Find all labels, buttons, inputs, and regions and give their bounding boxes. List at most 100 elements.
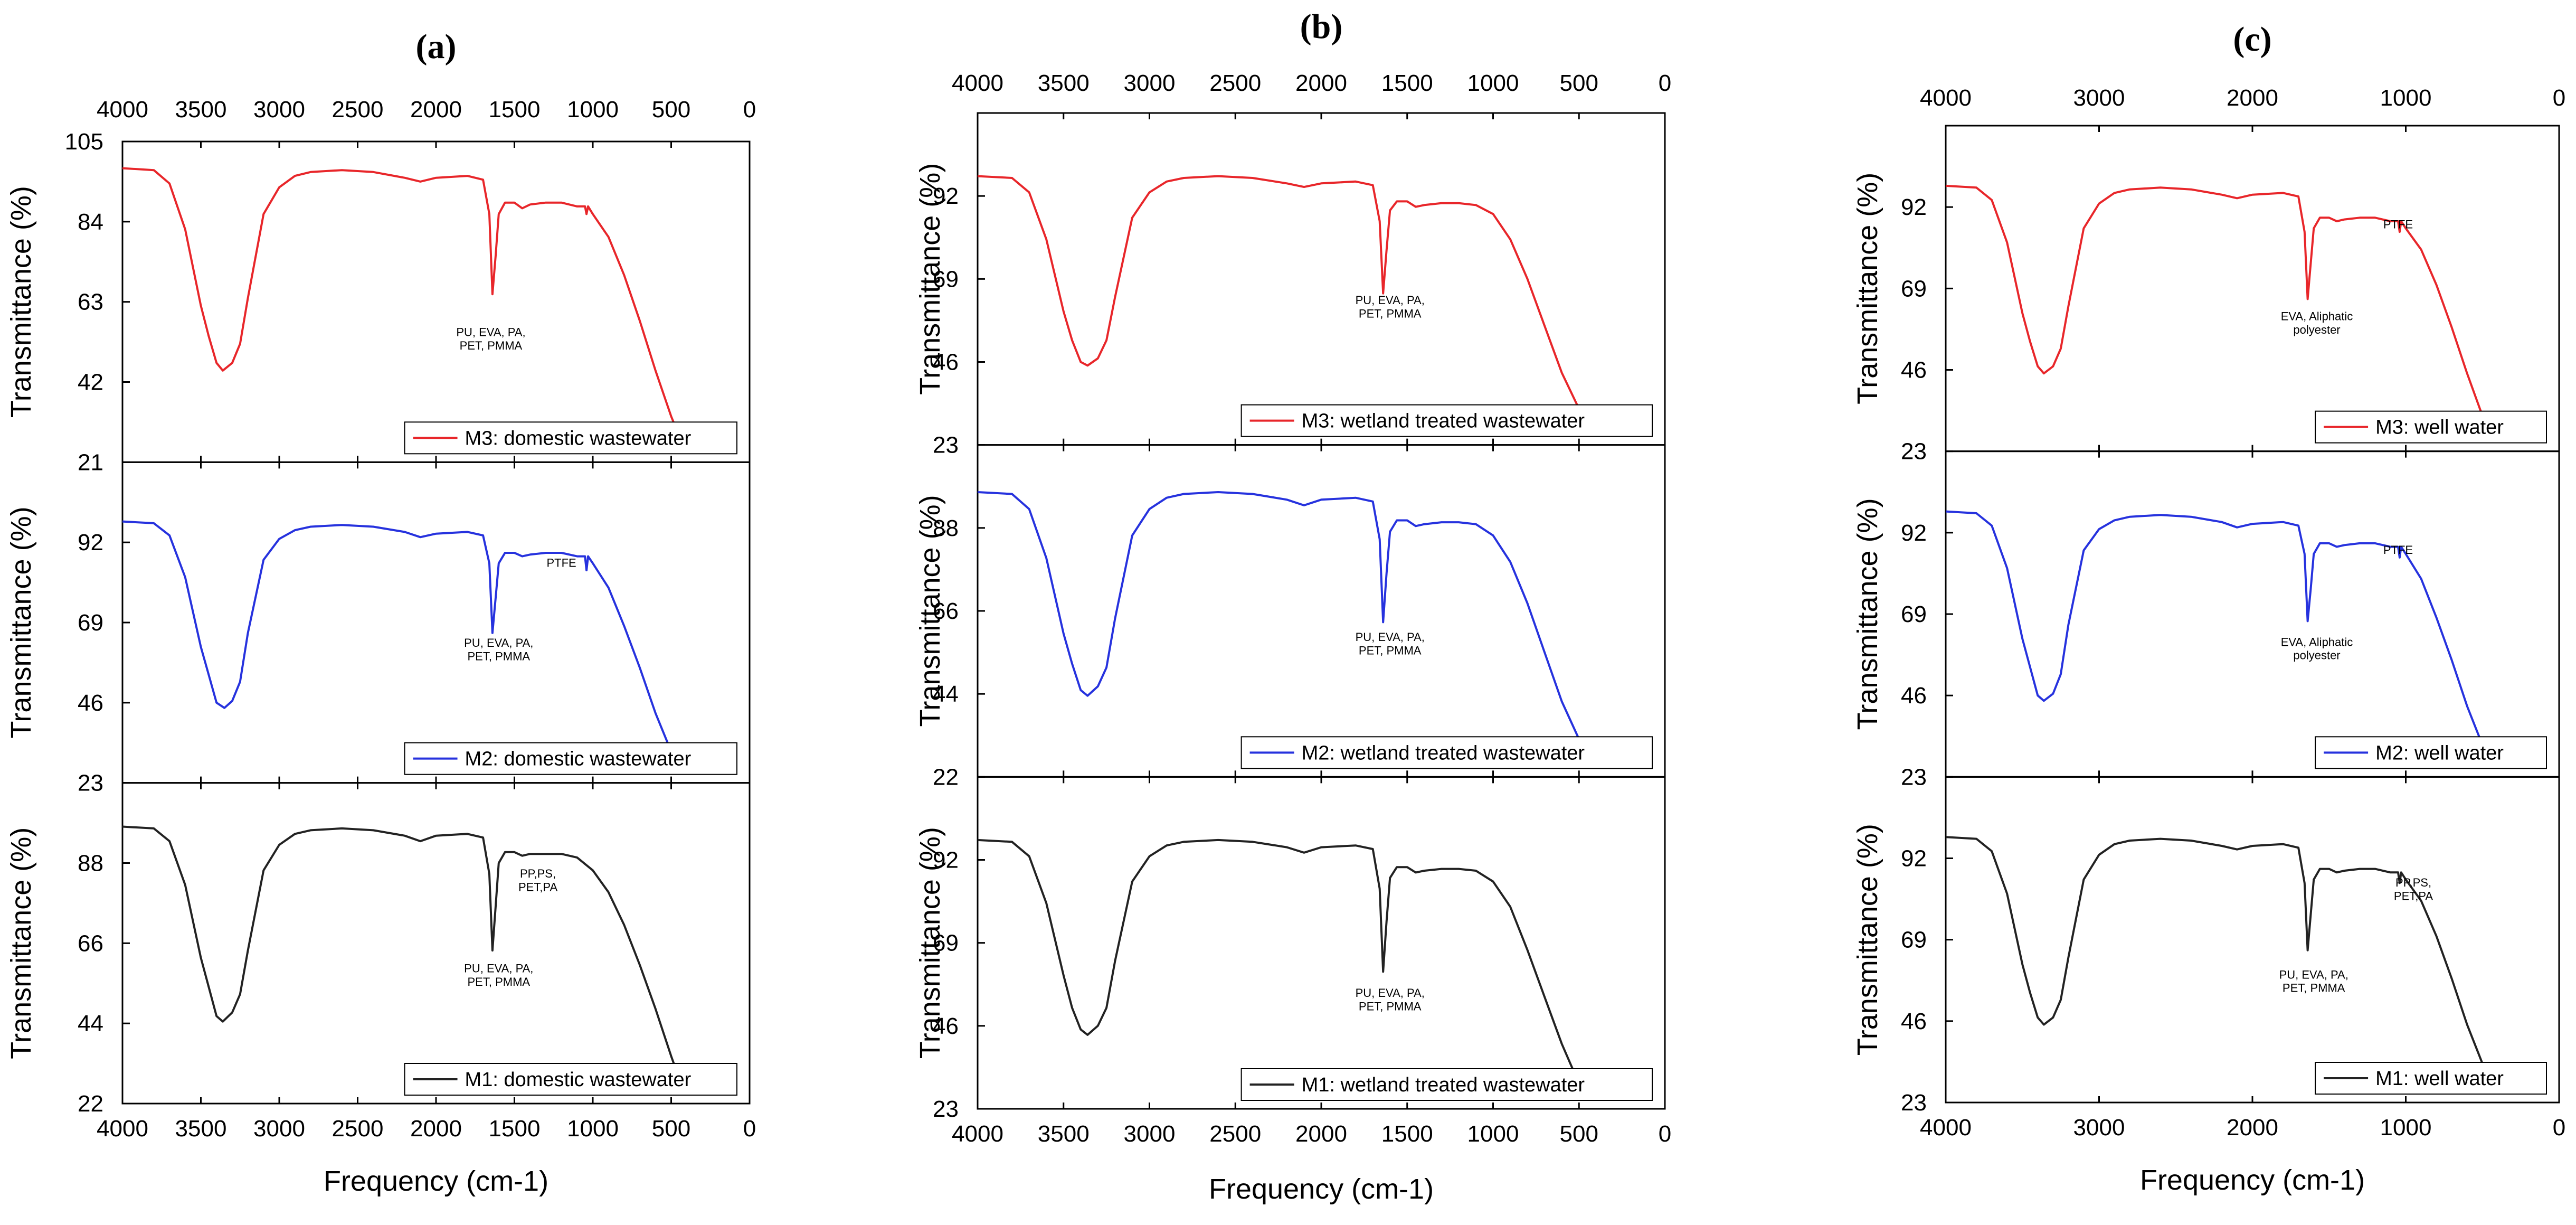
x-tick-label-bottom: 0	[1659, 1121, 1671, 1147]
x-tick-label-top: 2500	[332, 97, 384, 123]
y-axis-label: Transmittance (%)	[1852, 498, 1883, 730]
legend-label: M3: well water	[2375, 417, 2504, 439]
peak-annotation: PU, EVA, PA, PET, PMMA	[1356, 986, 1425, 1013]
x-tick-label-bottom: 1000	[1467, 1121, 1519, 1147]
y-tick-label: 22	[933, 764, 959, 790]
y-tick-label: 92	[933, 183, 959, 209]
plot-frame	[977, 776, 1666, 1110]
x-tick-label-top: 4000	[97, 97, 148, 123]
y-tick-label: 69	[1901, 276, 1927, 301]
y-tick-label: 46	[1901, 357, 1927, 383]
y-tick-label: 84	[78, 209, 103, 235]
y-axis-label: Transmittance (%)	[914, 163, 946, 395]
x-tick-label-bottom: 2000	[1295, 1121, 1347, 1147]
panel-2: (c) 23 46 69 92 Transmittance (%) PTFE EVA, Ali…	[1852, 20, 2565, 1196]
y-tick-label: 69	[1901, 601, 1927, 627]
plot-frame	[977, 444, 1666, 778]
x-tick-label-top: 4000	[1920, 85, 1972, 111]
y-tick-label: 23	[933, 432, 959, 458]
y-tick-label: 46	[1901, 683, 1927, 709]
y-tick-label: 92	[1901, 846, 1927, 872]
y-tick-label: 88	[933, 515, 959, 541]
y-tick-label: 69	[933, 930, 959, 956]
plot-frame	[1945, 776, 2560, 1104]
subplot-1: 23 46 69 92 Transmittance (%) PTFE EVA, Alipha…	[1852, 450, 2560, 790]
legend: M2: domestic wastewater	[404, 742, 737, 775]
x-axis-label: Frequency (cm-1)	[324, 1165, 548, 1197]
x-tick-label-top: 0	[2553, 85, 2565, 111]
y-tick-label: 66	[933, 598, 959, 624]
plot-frame	[121, 461, 751, 784]
x-tick-label-bottom: 3000	[253, 1116, 305, 1142]
spectrum-line	[977, 838, 1580, 1084]
y-tick-label: 92	[933, 847, 959, 873]
subplot-0: 21 42 63 84 105 Transmittance (%) PU, EVA, PA,…	[5, 129, 751, 475]
peak-annotation: PTFE	[2383, 543, 2413, 557]
x-tick-label-top: 1500	[1381, 70, 1433, 96]
y-tick-label: 92	[1901, 520, 1927, 546]
peak-annotation: PTFE	[2383, 218, 2413, 231]
x-tick-label-top: 1000	[567, 97, 619, 123]
x-tick-label-bottom: 3000	[1124, 1121, 1176, 1147]
plot-frame	[121, 782, 751, 1105]
x-tick-label-top: 1500	[489, 97, 541, 123]
x-tick-label-top: 500	[1560, 70, 1598, 96]
y-tick-label: 66	[78, 930, 103, 956]
subplot-2: 23 46 69 92 Transmittance (%) PP,PS, PET,PA PU,…	[1852, 776, 2560, 1116]
spectrum-line	[1945, 510, 2492, 760]
spectrum-line	[122, 520, 680, 766]
y-axis-label: Transmittance (%)	[914, 495, 946, 727]
plot-frame	[977, 112, 1666, 446]
y-tick-label: 23	[78, 770, 103, 796]
x-axis-label: Frequency (cm-1)	[2140, 1164, 2365, 1196]
x-tick-label-top: 3000	[2073, 85, 2125, 111]
x-tick-label-top: 1000	[1467, 70, 1519, 96]
x-tick-label-top: 1000	[2380, 85, 2432, 111]
legend: M1: domestic wastewater	[404, 1063, 737, 1096]
legend: M3: domestic wastewater	[404, 421, 737, 455]
legend: M1: wetland treated wastewater	[1240, 1068, 1653, 1101]
y-tick-label: 23	[1901, 764, 1927, 790]
panel-label: (a)	[416, 27, 457, 66]
peak-annotation: PU, EVA, PA, PET, PMMA	[456, 326, 525, 352]
peak-annotation: PP,PS, PET,PA	[2394, 876, 2433, 902]
subplot-0: 23 46 69 92 Transmittance (%) PTFE EVA, Alipha…	[1852, 125, 2560, 465]
legend: M3: well water	[2315, 410, 2547, 444]
legend-box	[1240, 1068, 1653, 1101]
legend: M1: well water	[2315, 1062, 2547, 1095]
legend-box	[1240, 736, 1653, 769]
peak-annotation: PU, EVA, PA, PET, PMMA	[464, 636, 533, 663]
peak-annotation: PU, EVA, PA, PET, PMMA	[464, 962, 533, 988]
plot-frame	[1945, 450, 2560, 778]
plot-frame	[121, 140, 751, 463]
y-tick-label: 46	[933, 350, 959, 375]
spectrum-line	[122, 825, 680, 1079]
peak-annotation: PU, EVA, PA, PET, PMMA	[1356, 294, 1425, 320]
panel-label: (b)	[1300, 7, 1343, 46]
legend-box	[404, 742, 737, 775]
y-tick-label: 46	[933, 1013, 959, 1039]
x-tick-label-bottom: 4000	[952, 1121, 1003, 1147]
y-tick-label: 42	[78, 370, 103, 395]
peak-annotation: PTFE	[546, 556, 576, 569]
legend-label: M1: wetland treated wastewater	[1302, 1074, 1585, 1096]
legend: M3: wetland treated wastewater	[1240, 404, 1653, 437]
x-tick-label-bottom: 4000	[1920, 1115, 1972, 1141]
y-tick-label: 23	[933, 1096, 959, 1122]
peak-annotation: EVA, Aliphatic polyester	[2281, 310, 2353, 336]
y-axis-label: Transmittance (%)	[1852, 824, 1883, 1056]
y-tick-label: 46	[1901, 1009, 1927, 1034]
peak-annotation: PU, EVA, PA, PET, PMMA	[1356, 630, 1425, 657]
x-tick-label-bottom: 0	[2553, 1115, 2565, 1141]
y-tick-label: 22	[78, 1091, 103, 1117]
peak-annotation: PP,PS, PET,PA	[518, 867, 558, 893]
y-tick-label: 92	[1901, 194, 1927, 220]
x-tick-label-bottom: 3500	[1038, 1121, 1090, 1147]
spectrum-line	[1945, 184, 2492, 434]
x-tick-label-bottom: 4000	[97, 1116, 148, 1142]
x-tick-label-top: 500	[652, 97, 690, 123]
x-tick-label-bottom: 1500	[1381, 1121, 1433, 1147]
y-tick-label: 69	[1901, 927, 1927, 953]
legend-label: M1: well water	[2375, 1068, 2504, 1090]
